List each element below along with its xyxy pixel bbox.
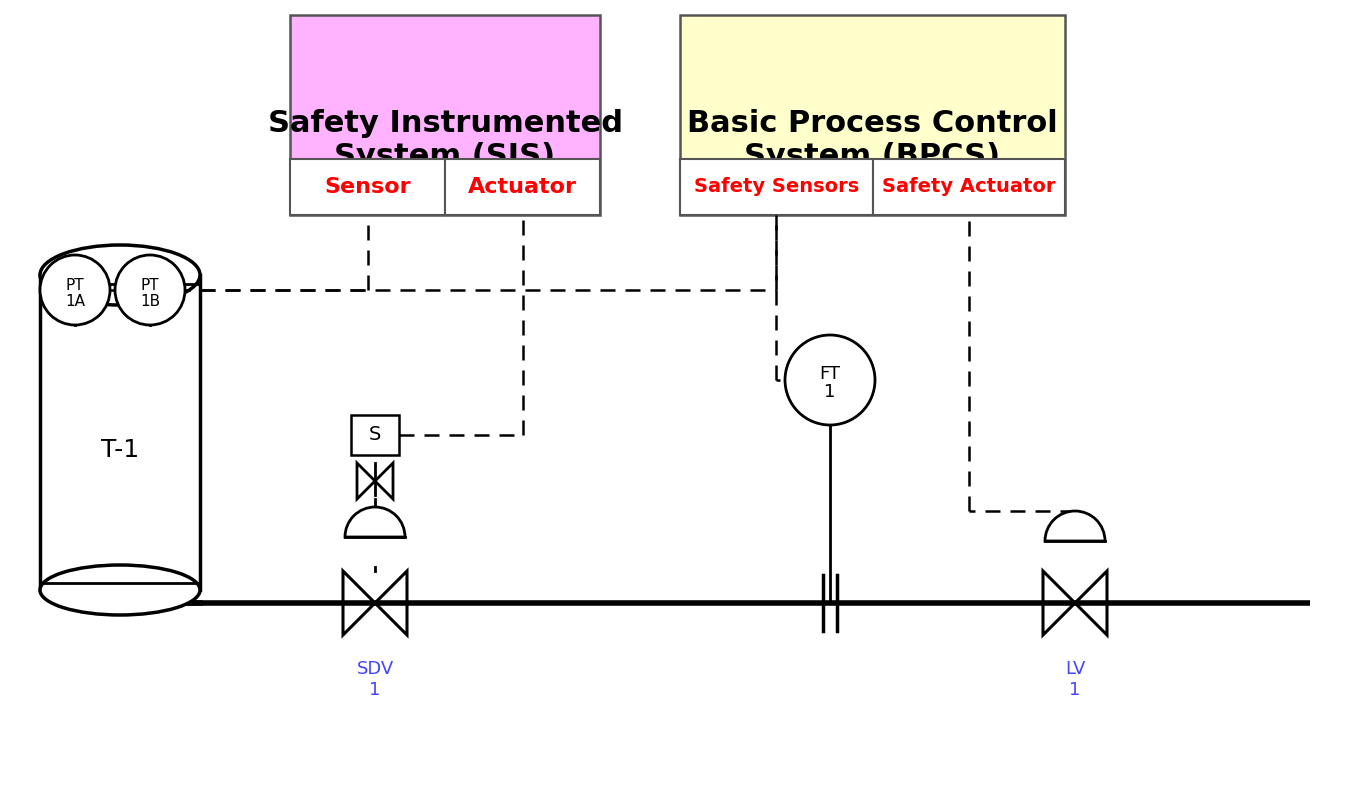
Ellipse shape xyxy=(40,565,200,615)
Circle shape xyxy=(40,255,111,325)
Text: Basic Process Control
System (BPCS): Basic Process Control System (BPCS) xyxy=(687,109,1058,171)
FancyBboxPatch shape xyxy=(290,159,445,215)
Text: Safety Sensors: Safety Sensors xyxy=(694,178,859,196)
Circle shape xyxy=(785,335,875,425)
Text: PT: PT xyxy=(140,277,159,292)
Text: Actuator: Actuator xyxy=(468,177,577,197)
FancyBboxPatch shape xyxy=(679,159,872,215)
Circle shape xyxy=(115,255,185,325)
Text: T-1: T-1 xyxy=(101,438,139,462)
FancyBboxPatch shape xyxy=(872,159,1065,215)
Wedge shape xyxy=(1045,511,1105,541)
Text: 1A: 1A xyxy=(65,295,85,309)
Text: LV
1: LV 1 xyxy=(1065,660,1085,698)
Text: Sensor: Sensor xyxy=(324,177,411,197)
Wedge shape xyxy=(345,507,404,537)
Text: Safety Actuator: Safety Actuator xyxy=(882,178,1055,196)
FancyBboxPatch shape xyxy=(445,159,600,215)
Text: FT: FT xyxy=(820,365,841,383)
FancyBboxPatch shape xyxy=(350,415,399,455)
FancyBboxPatch shape xyxy=(40,275,200,590)
Text: SDV
1: SDV 1 xyxy=(356,660,394,698)
Text: Safety Instrumented
System (SIS): Safety Instrumented System (SIS) xyxy=(267,109,623,171)
FancyBboxPatch shape xyxy=(679,15,1065,215)
FancyBboxPatch shape xyxy=(290,15,600,215)
Text: S: S xyxy=(369,425,381,445)
Text: 1: 1 xyxy=(825,383,836,401)
Text: PT: PT xyxy=(66,277,85,292)
Text: 1B: 1B xyxy=(140,295,160,309)
Ellipse shape xyxy=(40,245,200,305)
